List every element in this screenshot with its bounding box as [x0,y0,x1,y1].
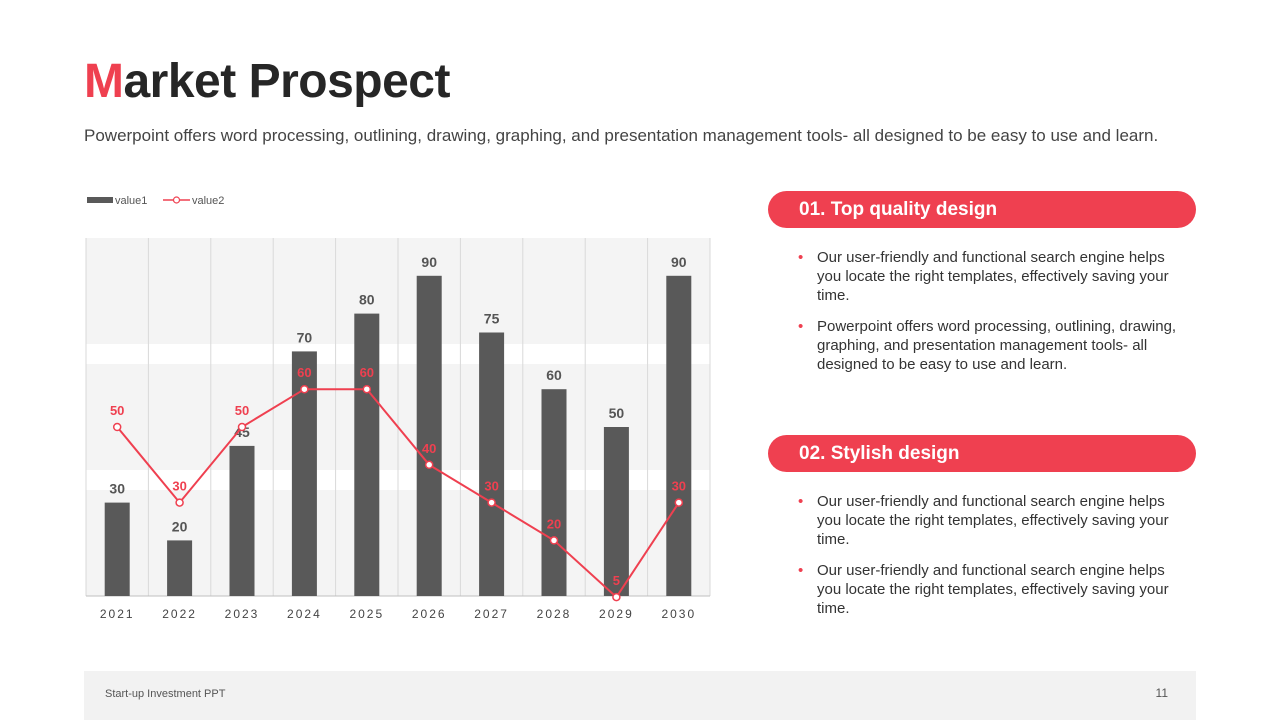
bar [416,275,442,596]
bullet-item: • Our user-friendly and functional search… [798,492,1178,549]
chart: 30 2021 20 2022 45 2023 70 2024 80 2025 90 2026 75 20… [80,188,720,628]
x-tick-label: 2027 [474,607,509,621]
bullet-item: • Our user-friendly and functional search… [798,561,1178,618]
title-accent-letter: M [84,55,124,108]
bar-value-label: 60 [546,367,562,383]
bullet-text: Our user-friendly and functional search … [817,249,1169,304]
page-number: 11 [1155,686,1168,700]
footer-text: Start-up Investment PPT [105,688,226,700]
bar-value-label: 30 [109,481,125,497]
legend-label-value1: value1 [115,195,147,207]
bullet-dot: • [798,318,804,335]
bullet-text: Powerpoint offers word processing, outli… [817,318,1177,373]
bullet-text: Our user-friendly and functional search … [817,562,1169,617]
line-value-label: 30 [484,479,498,494]
line-series-value2 [116,388,680,599]
line-value-label: 60 [360,365,374,380]
page-subtitle: Powerpoint offers word processing, outli… [84,126,1159,145]
bar [666,275,692,596]
x-tick-label: 2023 [225,607,260,621]
chart-svg: 3020212020224520237020248020259020267520… [85,195,711,621]
line-point [612,592,621,602]
bar-value-label: 90 [671,254,687,270]
line-point [300,384,309,394]
line-point [487,498,496,507]
bar [479,332,505,596]
section-1-header: 01. Top quality design [768,191,1196,228]
bar [354,313,380,596]
legend-label-value2: value2 [192,195,224,207]
title-rest: arket Prospect [123,55,450,108]
section-2-header: 02. Stylish design [768,435,1196,472]
line-point [175,498,184,507]
line-point [237,422,247,432]
bullet-text: Our user-friendly and functional search … [817,493,1169,548]
x-tick-label: 2028 [537,607,572,621]
bullet-item: • Powerpoint offers word processing, outl… [798,317,1178,374]
x-tick-label: 2024 [287,607,322,621]
line-point [674,498,684,507]
x-tick-label: 2022 [162,607,197,621]
line-value-label: 5 [613,573,620,588]
bar [104,502,130,596]
line-point [112,422,122,432]
bar-value-label: 50 [609,405,625,421]
page-title: Market Prospect [84,54,450,109]
bar-value-label: 20 [172,518,188,534]
line-point [549,536,559,545]
x-tick-label: 2025 [349,607,384,621]
bar-value-label: 80 [359,292,375,308]
line-value-label: 60 [297,365,311,380]
section-2-bullets: • Our user-friendly and functional search… [798,492,1178,630]
footer-bar: Start-up Investment PPT 11 [84,671,1196,720]
x-tick-label: 2029 [599,607,634,621]
bullet-dot: • [798,493,804,510]
bar-value-label: 75 [484,311,500,327]
line-point [362,384,372,394]
line-value-label: 20 [547,516,561,531]
legend-marker-value2 [172,196,181,204]
bullet-dot: • [798,562,804,579]
bar-value-label: 70 [297,329,313,345]
x-tick-label: 2021 [100,607,135,621]
bar [167,540,193,596]
line-value-label: 30 [172,479,186,494]
section-1-bullets: • Our user-friendly and functional search… [798,248,1178,386]
x-tick-label: 2026 [412,607,447,621]
line-value-label: 50 [235,403,249,418]
line-point [424,460,434,470]
bar [603,427,629,596]
line-value-label: 40 [422,441,436,456]
line-value-label: 50 [110,403,124,418]
line-value-label: 30 [672,479,686,494]
bullet-item: • Our user-friendly and functional search… [798,248,1178,305]
bar [541,389,567,596]
legend-swatch-value1 [87,197,113,203]
x-tick-label: 2030 [661,607,696,621]
bar [229,445,255,596]
bullet-dot: • [798,249,804,266]
bar-value-label: 90 [421,254,437,270]
